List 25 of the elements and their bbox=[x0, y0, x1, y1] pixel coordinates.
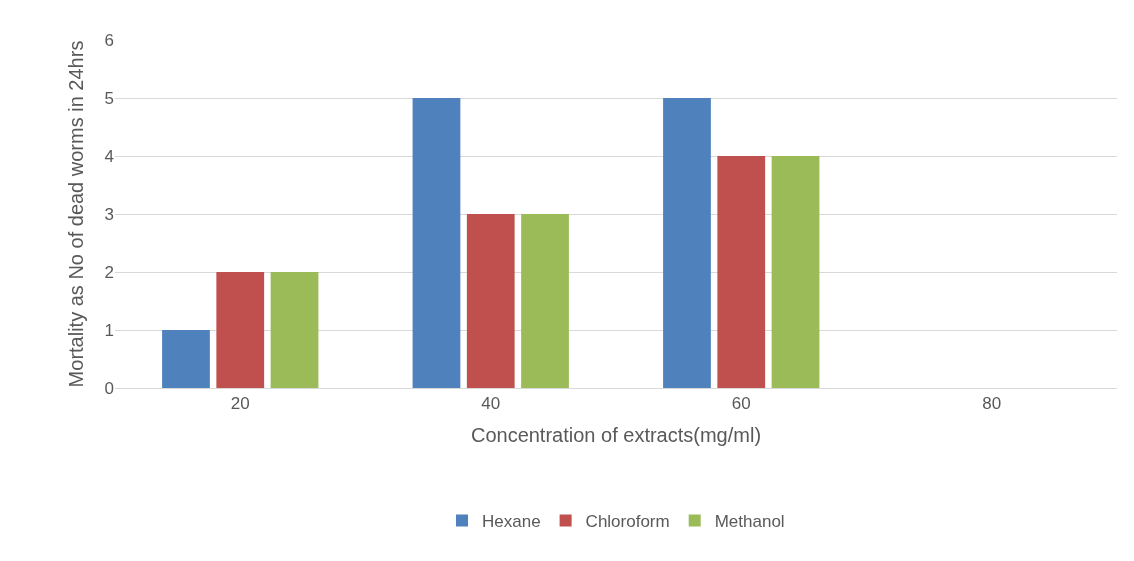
bar bbox=[717, 156, 766, 388]
bar bbox=[466, 214, 515, 388]
bar bbox=[663, 98, 711, 388]
bar bbox=[412, 98, 461, 388]
legend-label: Hexane bbox=[482, 512, 541, 532]
bar bbox=[521, 214, 569, 388]
bar bbox=[216, 272, 265, 388]
y-tick-label: 0 bbox=[104, 378, 114, 398]
y-tick-label: 1 bbox=[104, 320, 114, 340]
y-axis-title: Mortality as No of dead worms in 24hrs bbox=[65, 40, 88, 388]
bar bbox=[270, 272, 319, 388]
x-tick-label: 60 bbox=[731, 394, 751, 414]
legend-label: Methanol bbox=[714, 512, 785, 532]
bar bbox=[771, 156, 820, 388]
y-tick-label: 6 bbox=[104, 30, 114, 50]
legend-label: Chloroform bbox=[585, 512, 670, 532]
x-tick-label: 80 bbox=[982, 394, 1002, 414]
x-tick-label: 40 bbox=[481, 394, 501, 414]
x-tick-label: 20 bbox=[230, 394, 250, 414]
bar bbox=[162, 330, 210, 388]
y-tick-label: 2 bbox=[104, 262, 114, 282]
y-tick-label: 5 bbox=[104, 88, 114, 108]
y-tick-label: 3 bbox=[104, 204, 114, 224]
x-axis-title: Concentration of extracts(mg/ml) bbox=[470, 423, 762, 446]
y-tick-label: 4 bbox=[104, 146, 114, 166]
